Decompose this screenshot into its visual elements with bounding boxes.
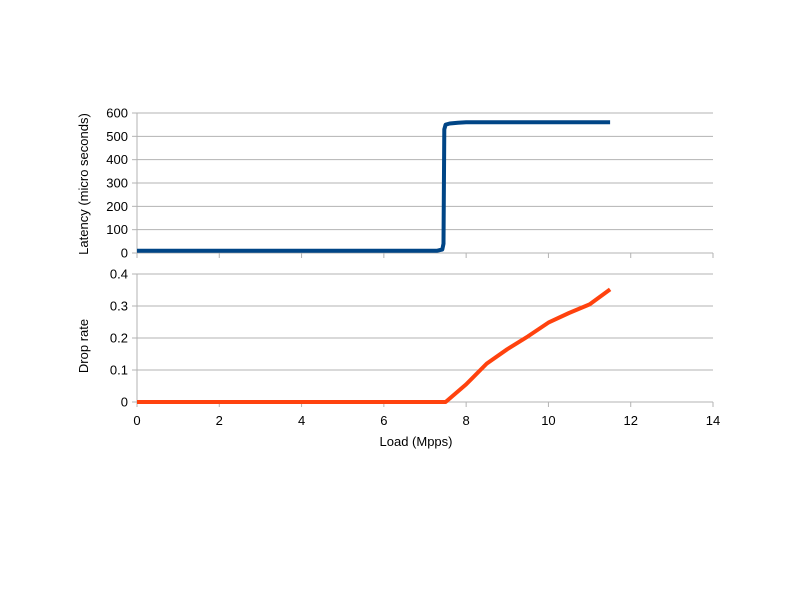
latency-series (137, 120, 611, 253)
latency-y-tick-labels: 0 100 200 300 400 500 600 (106, 106, 128, 261)
droprate-y-axis-title: Drop rate (76, 319, 91, 373)
latency-series-line (137, 120, 611, 253)
droprate-x-tick-label: 4 (298, 413, 305, 428)
droprate-x-tick-label: 2 (216, 413, 223, 428)
droprate-x-tick-labels: 0 2 4 6 8 10 12 14 (133, 413, 720, 428)
droprate-series-line (137, 287, 612, 404)
droprate-axes (132, 273, 714, 407)
latency-chart: 0 100 200 300 400 500 600 Latency (micro secon… (76, 106, 714, 261)
droprate-y-tick-label: 0.2 (110, 331, 128, 346)
latency-y-tick-label: 300 (106, 176, 128, 191)
latency-y-tick-label: 100 (106, 222, 128, 237)
droprate-y-tick-label: 0.4 (110, 267, 128, 282)
droprate-chart: 0 0.1 0.2 0.3 0.4 0 2 4 6 8 10 12 14 Drop rate Load… (76, 267, 720, 450)
droprate-y-tick-label: 0.1 (110, 363, 128, 378)
droprate-gridlines (137, 273, 713, 371)
latency-y-tick-label: 600 (106, 106, 128, 121)
latency-y-tick-label: 500 (106, 129, 128, 144)
droprate-y-tick-label: 0 (121, 395, 128, 410)
droprate-x-axis-title: Load (Mpps) (380, 434, 453, 449)
droprate-x-tick-label: 14 (706, 413, 720, 428)
latency-y-tick-label: 200 (106, 199, 128, 214)
droprate-x-tick-label: 0 (133, 413, 140, 428)
droprate-x-tick-label: 10 (541, 413, 555, 428)
droprate-x-tick-label: 12 (623, 413, 637, 428)
droprate-x-tick-label: 8 (463, 413, 470, 428)
latency-gridlines (137, 112, 713, 231)
droprate-y-tick-labels: 0 0.1 0.2 0.3 0.4 (110, 267, 128, 410)
droprate-x-tick-label: 6 (380, 413, 387, 428)
latency-y-tick-label: 400 (106, 152, 128, 167)
droprate-y-tick-label: 0.3 (110, 299, 128, 314)
latency-axes (132, 112, 714, 258)
droprate-series (137, 287, 612, 404)
latency-y-axis-title: Latency (micro seconds) (76, 113, 91, 255)
latency-y-tick-label: 0 (121, 246, 128, 261)
